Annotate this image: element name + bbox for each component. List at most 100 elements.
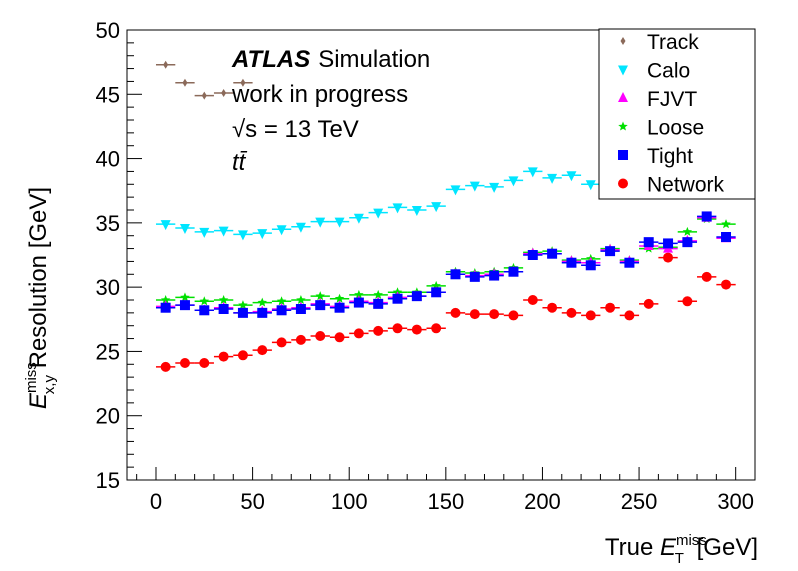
tight-point [566,257,577,268]
network-point [411,324,422,335]
calo-point [547,173,558,184]
x-tick-label: 0 [150,489,162,514]
simulation-text: Simulation [318,46,430,73]
series-network [155,252,736,372]
network-point [257,345,268,356]
calo-point [276,225,287,236]
loose-point [276,296,287,306]
track-point [240,78,246,87]
axis-ticks: 0 50 100 150 200 250 300 15 20 25 30 35 40 45 50 [96,18,755,514]
loose-point [721,219,731,229]
x-axis-superscript: miss [676,532,707,549]
track-point [163,60,169,69]
network-point [508,310,519,321]
track-point [201,91,207,100]
work-in-progress-text: work in progress [231,81,408,108]
network-point [682,296,693,307]
legend: Track Calo FJVT Loose Tight Network [618,31,725,197]
legend-marker-calo [618,65,628,76]
legend-item-loose: Loose [618,117,704,140]
tight-point [218,304,229,314]
legend-item-tight: Tight [618,145,693,168]
track-point [182,78,188,87]
y-axis-title-text: Resolution [GeV] [25,187,52,375]
track-point [221,89,227,97]
x-tick-label: 150 [427,489,464,514]
calo-point [566,171,577,182]
tight-point [585,260,596,271]
x-tick-label: 300 [717,489,754,514]
plot-frame [126,29,756,481]
network-point [469,309,480,320]
legend-label-calo: Calo [647,60,690,83]
calo-point [585,180,596,191]
network-point [489,309,500,320]
network-point [431,323,442,334]
x-axis-subscript: T [675,550,684,567]
calo-point [431,202,442,213]
tight-point [508,266,519,277]
legend-label-fjvt: FJVT [647,88,697,111]
tight-point [682,237,693,248]
tight-point [450,269,461,280]
y-tick-label: 50 [96,18,120,43]
tight-point [179,300,190,311]
legend-marker-track [620,37,626,45]
tight-point [295,304,306,314]
tight-point [257,307,268,318]
x-axis-symbol: E [660,534,677,561]
y-tick-label: 45 [96,82,120,107]
atlas-annotation: ATLAS Simulation work in progress √s = 13… [231,46,430,176]
network-point [179,358,190,368]
tight-point [643,237,654,248]
atlas-logo-text: ATLAS [231,46,310,73]
loose-point [257,297,268,307]
tight-point [199,305,210,316]
network-point [276,337,287,348]
y-tick-label: 25 [96,339,120,364]
legend-label-track: Track [647,31,699,54]
tight-point [334,302,345,313]
loose-point [431,280,441,290]
calo-point [508,176,519,187]
x-axis-title: True Emiss T [GeV] [605,532,758,567]
calo-point [411,206,422,216]
calo-point [450,185,461,196]
x-axis-title-suffix: [GeV] [690,534,758,561]
loose-point [334,293,345,303]
network-point [527,295,538,305]
calo-point [392,203,403,214]
legend-box [598,28,756,200]
network-point [392,323,403,334]
loose-point [373,289,383,299]
calo-point [334,217,345,228]
energy-text: √s = 13 TeV [232,116,359,143]
tight-point [315,300,326,311]
y-axis-title: Emissx,y Resolution [GeV] [23,187,58,409]
network-point [160,361,171,372]
tight-point [527,250,538,260]
tight-point [663,238,674,249]
network-point [643,298,654,309]
tight-point [373,298,384,309]
y-tick-label: 30 [96,275,120,300]
network-point [585,310,596,321]
network-point [701,271,712,282]
network-point [237,350,248,361]
tight-point [547,248,558,259]
network-point [605,302,616,313]
calo-point [315,217,326,228]
network-point [663,252,674,263]
legend-label-loose: Loose [647,117,704,140]
tight-point [489,270,500,281]
loose-point [218,295,229,305]
process-text: tt̄ [232,149,248,176]
calo-point [179,224,190,234]
calo-point [160,220,171,231]
calo-point [489,182,500,193]
tight-point [237,307,248,318]
calo-point [469,181,480,192]
legend-marker-loose [618,121,628,131]
network-point [566,307,577,318]
tight-point [469,271,480,282]
